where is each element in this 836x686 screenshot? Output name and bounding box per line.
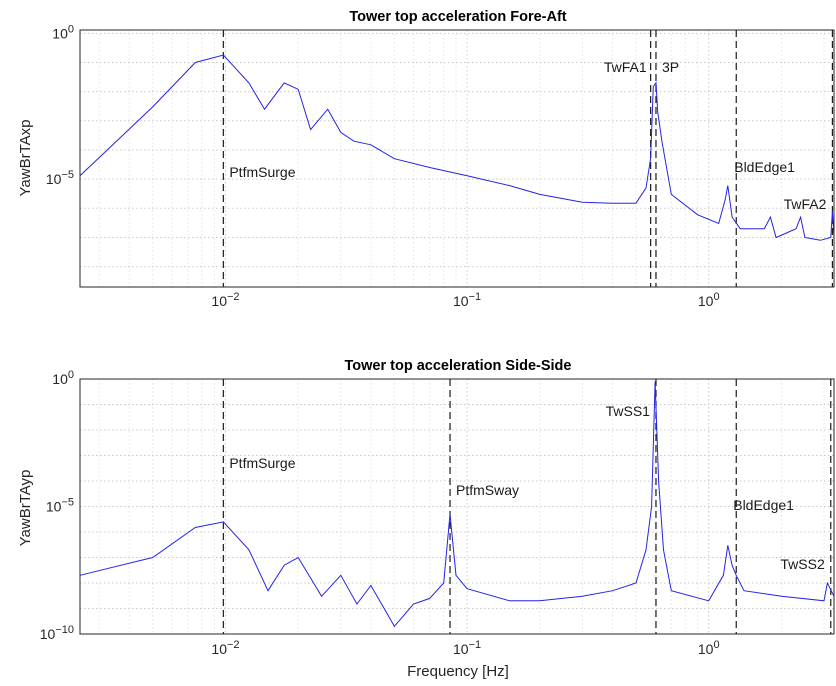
marker-label: PtfmSurge bbox=[229, 164, 295, 180]
marker-label: TwSS1 bbox=[606, 403, 651, 419]
y-tick-label: 10−5 bbox=[46, 497, 74, 515]
side-side-title: Tower top acceleration Side-Side bbox=[345, 358, 572, 374]
side-side-grid bbox=[80, 378, 834, 635]
side-side-xlabel: Frequency [Hz] bbox=[407, 663, 509, 680]
marker-label: PtfmSway bbox=[456, 482, 519, 498]
fore-aft-grid bbox=[80, 30, 834, 287]
side-side-panel: Tower top acceleration Side-Side YawBrTA… bbox=[17, 358, 835, 680]
x-tick-label: 10−2 bbox=[211, 291, 239, 309]
side-side-markers: PtfmSurge PtfmSway TwSS1 BldEdge1 TwSS2 bbox=[222, 379, 832, 634]
marker-label: BldEdge1 bbox=[734, 159, 795, 175]
x-tick-label: 10−1 bbox=[453, 639, 481, 657]
fore-aft-panel: Tower top acceleration Fore-Aft YawBrTAx… bbox=[17, 9, 835, 309]
y-tick-label: 100 bbox=[52, 369, 74, 387]
x-tick-label: 100 bbox=[698, 291, 720, 309]
side-side-plot-frame bbox=[79, 378, 835, 635]
x-tick-label: 10−2 bbox=[211, 639, 239, 657]
marker-label: 3P bbox=[662, 59, 679, 75]
marker-label: PtfmSurge bbox=[229, 455, 295, 471]
y-tick-label: 100 bbox=[52, 23, 74, 41]
marker-label: BldEdge1 bbox=[733, 497, 794, 513]
x-tick-label: 10−1 bbox=[453, 291, 481, 309]
fore-aft-spectrum-line bbox=[79, 54, 835, 241]
fore-aft-plot-frame bbox=[79, 29, 835, 288]
marker-label: TwFA1 bbox=[604, 59, 647, 75]
side-side-ylabel: YawBrTAyp bbox=[17, 470, 34, 547]
y-tick-label: 10−10 bbox=[40, 624, 74, 642]
side-side-spectrum-line bbox=[79, 381, 835, 628]
marker-label: TwFA2 bbox=[784, 196, 827, 212]
fore-aft-title: Tower top acceleration Fore-Aft bbox=[349, 9, 566, 25]
y-tick-label: 10−5 bbox=[46, 169, 74, 187]
fore-aft-ylabel: YawBrTAxp bbox=[17, 120, 34, 197]
marker-label: TwSS2 bbox=[780, 556, 825, 572]
x-tick-label: 100 bbox=[698, 639, 720, 657]
fore-aft-markers: PtfmSurge TwFA1 3P BldEdge1 TwFA2 bbox=[222, 30, 833, 287]
